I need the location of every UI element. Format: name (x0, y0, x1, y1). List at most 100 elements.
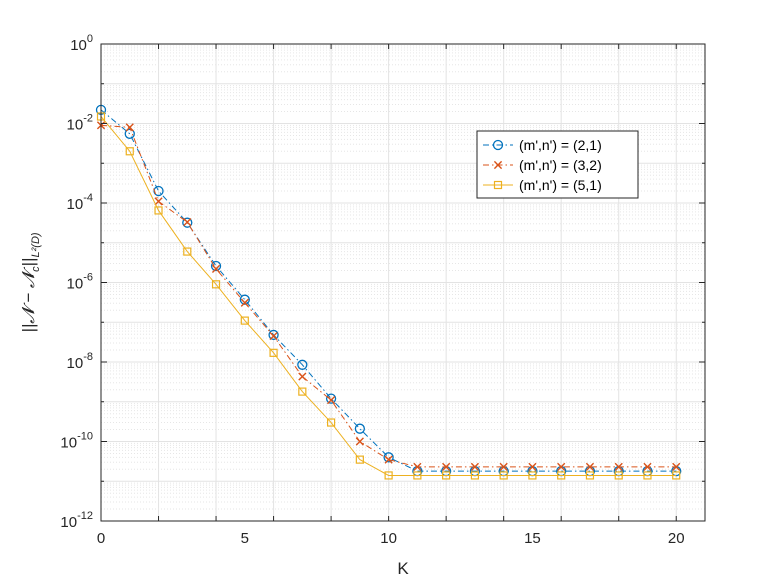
marker-square (125, 147, 134, 156)
y-axis-label: ||𝓝 − 𝓝c||L²(D) (19, 232, 42, 333)
marker-x (154, 197, 163, 206)
marker-square (240, 316, 249, 325)
x-tick-label: 0 (97, 530, 105, 547)
x-tick-label: 10 (380, 530, 397, 547)
marker-circle (124, 128, 135, 139)
marker-x (493, 160, 503, 170)
marker-x (125, 123, 134, 132)
y-tick-label: 10-12 (60, 510, 93, 531)
y-tick-base: 10 (67, 196, 84, 213)
x-tick-label: 5 (241, 530, 249, 547)
marker-square (413, 471, 422, 480)
x-tick-label: 15 (524, 530, 541, 547)
marker-x (298, 372, 307, 381)
marker-x (183, 218, 192, 227)
y-tick-base: 10 (60, 435, 77, 452)
marker-square (326, 418, 336, 427)
y-tick-exponent: -12 (77, 510, 93, 522)
marker-square (643, 471, 652, 480)
legend: (m',n') = (2,1) (m',n') = (3,2) (m',n') = … (476, 130, 639, 199)
series-line (100, 124, 677, 468)
marker-x (643, 462, 652, 471)
legend-entry: (m',n') = (2,1) (483, 137, 602, 153)
y-tick-label: 10-8 (67, 351, 93, 372)
marker-circle (297, 359, 308, 370)
marker-square (269, 348, 278, 357)
legend-label: (m',n') = (2,1) (519, 137, 602, 153)
legend-label: (m',n') = (5,1) (519, 177, 602, 193)
y-label-sub-c: c (30, 266, 42, 272)
marker-square (499, 471, 508, 480)
marker-x (585, 462, 595, 471)
series-line (100, 109, 677, 472)
marker-x (327, 396, 336, 405)
y-tick-label: 10-4 (67, 192, 93, 213)
marker-square (183, 247, 192, 256)
marker-square (585, 471, 595, 480)
y-tick-label: 10-10 (60, 431, 93, 452)
marker-square (298, 387, 307, 396)
marker-x (240, 298, 249, 307)
y-label-tail: || (19, 257, 38, 266)
legend-label: (m',n') = (3,2) (519, 157, 602, 173)
marker-square (384, 471, 393, 480)
marker-square (470, 471, 480, 480)
marker-square (154, 206, 163, 215)
marker-x (499, 462, 508, 471)
y-tick-base: 10 (67, 355, 84, 372)
marker-circle (268, 329, 279, 341)
series-3 (96, 112, 681, 480)
marker-circle (182, 217, 193, 228)
marker-circle (383, 452, 394, 463)
legend-entry: (m',n') = (5,1) (483, 177, 602, 193)
marker-circle (492, 139, 504, 151)
y-tick-exponent: -6 (83, 272, 93, 284)
marker-x (470, 462, 479, 471)
marker-x (442, 462, 451, 471)
y-tick-exponent: -8 (83, 351, 93, 363)
y-tick-base: 10 (67, 117, 84, 134)
y-tick-label: 10-6 (67, 272, 93, 293)
marker-x (211, 264, 221, 273)
marker-square (355, 455, 364, 464)
marker-x (269, 331, 278, 341)
marker-x (672, 462, 681, 471)
marker-x (355, 437, 364, 446)
y-label-main: ||𝓝 − 𝓝 (19, 266, 38, 332)
y-tick-label: 10-2 (67, 113, 93, 134)
plot-series (95, 104, 682, 480)
marker-square (211, 280, 221, 289)
y-tick-label: 100 (70, 33, 93, 54)
marker-circle (325, 393, 337, 404)
legend-entry: (m',n') = (3,2) (483, 157, 602, 173)
y-tick-exponent: -4 (83, 192, 93, 204)
marker-square (557, 471, 566, 480)
legend-box (476, 130, 639, 199)
y-tick-base: 10 (60, 514, 77, 531)
x-tick-label: 20 (668, 530, 685, 547)
y-tick-exponent: -2 (83, 113, 93, 125)
y-tick-exponent: -10 (77, 431, 93, 443)
marker-circle (239, 294, 250, 305)
tick-marks (100, 43, 705, 522)
marker-square (493, 180, 503, 190)
marker-circle (354, 423, 366, 434)
y-tick-base: 10 (67, 276, 84, 293)
y-label-norm: L²(D) (30, 232, 42, 257)
marker-square (672, 471, 681, 480)
y-tick-exponent: 0 (87, 33, 93, 45)
marker-x (557, 462, 566, 471)
marker-x (384, 455, 393, 464)
marker-x (413, 462, 422, 471)
x-axis-label: K (397, 559, 409, 578)
marker-circle (210, 260, 222, 272)
marker-x (528, 462, 537, 471)
marker-square (528, 471, 537, 480)
marker-square (442, 471, 451, 480)
series-2 (96, 121, 681, 471)
series-line (100, 116, 677, 476)
marker-x (614, 462, 623, 471)
y-tick-base: 10 (70, 37, 87, 54)
